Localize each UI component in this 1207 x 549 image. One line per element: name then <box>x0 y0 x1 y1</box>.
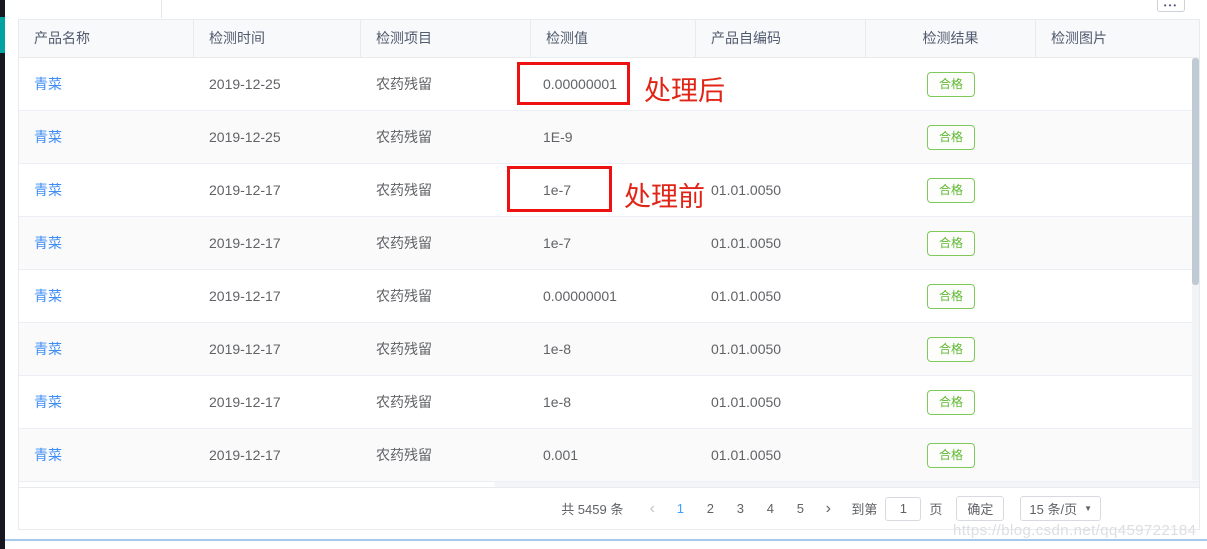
test-value-cell: 0.00000001 <box>543 76 617 92</box>
page-number-2[interactable]: 2 <box>706 500 714 516</box>
test-item-cell: 农药残留 <box>376 76 432 92</box>
table-row: 青菜 2019-12-17 农药残留 0.00000001 01.01.0050… <box>19 270 1199 323</box>
test-time-cell: 2019-12-17 <box>209 394 281 410</box>
page-number-1[interactable]: 1 <box>676 500 684 516</box>
page-size-value: 15 条/页 <box>1029 502 1078 517</box>
result-badge: 合格 <box>926 442 975 468</box>
header-test-result: 检测结果 <box>866 20 1036 57</box>
test-value-cell: 1e-8 <box>543 341 572 357</box>
result-badge: 合格 <box>926 230 975 256</box>
result-badge: 合格 <box>926 283 975 309</box>
page-number-4[interactable]: 4 <box>766 500 774 516</box>
table-scrollbar-thumb[interactable] <box>1192 58 1199 285</box>
product-code-cell: 01.01.0050 <box>711 394 782 410</box>
test-item-cell: 农药残留 <box>376 394 432 410</box>
test-item-cell: 农药残留 <box>376 235 432 251</box>
product-code-cell: 01.01.0050 <box>711 235 782 251</box>
product-name-link[interactable]: 青菜 <box>34 341 62 357</box>
watermark-text: https://blog.csdn.net/qq459722184 <box>953 522 1197 539</box>
header-test-item: 检测项目 <box>361 20 531 57</box>
result-badge: 合格 <box>926 71 975 97</box>
test-value-cell: 1e-7 <box>543 182 572 198</box>
test-time-cell: 2019-12-17 <box>209 235 281 251</box>
test-time-cell: 2019-12-25 <box>209 76 281 92</box>
table-row: 青菜 2019-12-25 农药残留 1E-9 合格 <box>19 111 1199 164</box>
product-name-link[interactable]: 青菜 <box>34 129 62 145</box>
test-time-cell: 2019-12-17 <box>209 182 281 198</box>
test-item-cell: 农药残留 <box>376 288 432 304</box>
test-value-cell: 1e-7 <box>543 235 572 251</box>
pagination-bar: 共 5459 条 ‹ 1 2 3 4 5 › 到第 页 确定 15 条/页 ▼ <box>19 488 1199 529</box>
test-time-cell: 2019-12-17 <box>209 288 281 304</box>
annotation-box-after <box>517 62 630 105</box>
goto-page-label: 到第 <box>851 502 878 517</box>
result-badge: 合格 <box>926 177 975 203</box>
header-product-name: 产品名称 <box>19 20 194 57</box>
total-count-label: 共 5459 条 <box>561 502 624 517</box>
ellipsis-icon: ••• <box>1163 1 1179 10</box>
table-scrollbar-track[interactable] <box>1192 58 1199 480</box>
teal-accent-segment <box>0 17 5 53</box>
annotation-label-before: 处理前 <box>624 182 705 212</box>
product-name-link[interactable]: 青菜 <box>34 235 62 251</box>
window-edge-strip <box>0 0 5 549</box>
bottom-edge-line <box>0 539 1207 541</box>
header-product-code: 产品自编码 <box>696 20 866 57</box>
test-value-cell: 0.001 <box>543 447 579 463</box>
product-name-link[interactable]: 青菜 <box>34 182 62 198</box>
test-item-cell: 农药残留 <box>376 129 432 145</box>
product-code-cell: 01.01.0050 <box>711 341 782 357</box>
test-time-cell: 2019-12-17 <box>209 447 281 463</box>
test-time-cell: 2019-12-17 <box>209 341 281 357</box>
annotation-label-after: 处理后 <box>644 76 725 106</box>
product-name-link[interactable]: 青菜 <box>34 76 62 92</box>
test-item-cell: 农药残留 <box>376 182 432 198</box>
page-number-5[interactable]: 5 <box>796 500 804 516</box>
product-code-cell: 01.01.0050 <box>711 182 782 198</box>
test-item-cell: 农药残留 <box>376 341 432 357</box>
test-value-cell: 1E-9 <box>543 129 573 145</box>
page-unit-label: 页 <box>929 502 943 517</box>
table-row: 青菜 2019-12-17 农药残留 1e-8 01.01.0050 合格 <box>19 323 1199 376</box>
toolbar-divider <box>161 0 162 18</box>
product-name-link[interactable]: 青菜 <box>34 394 62 410</box>
clipped-next-row <box>19 482 1199 488</box>
page-number-3[interactable]: 3 <box>736 500 744 516</box>
next-page-icon[interactable]: › <box>825 499 831 517</box>
product-name-link[interactable]: 青菜 <box>34 447 62 463</box>
product-code-cell: 01.01.0050 <box>711 447 782 463</box>
header-test-image: 检测图片 <box>1051 30 1107 46</box>
chevron-down-icon: ▼ <box>1084 504 1092 513</box>
test-item-cell: 农药残留 <box>376 447 432 463</box>
page-size-select[interactable]: 15 条/页 ▼ <box>1020 496 1101 521</box>
table-row: 青菜 2019-12-17 农药残留 1e-8 01.01.0050 合格 <box>19 376 1199 429</box>
header-test-time: 检测时间 <box>194 20 361 57</box>
confirm-button[interactable]: 确定 <box>956 496 1005 521</box>
annotation-box-before <box>507 166 612 212</box>
result-badge: 合格 <box>926 124 975 150</box>
prev-page-icon[interactable]: ‹ <box>649 499 655 517</box>
result-badge: 合格 <box>926 336 975 362</box>
table-row: 青菜 2019-12-17 农药残留 0.001 01.01.0050 合格 <box>19 429 1199 482</box>
more-options-button[interactable]: ••• <box>1157 0 1185 12</box>
table-row: 青菜 2019-12-17 农药残留 1e-7 01.01.0050 合格 <box>19 217 1199 270</box>
result-badge: 合格 <box>926 389 975 415</box>
product-code-cell: 01.01.0050 <box>711 288 782 304</box>
results-table: 产品名称 检测时间 检测项目 检测值 产品自编码 检测结果 检测图片 青菜 20… <box>18 19 1200 530</box>
test-value-cell: 0.00000001 <box>543 288 617 304</box>
goto-page-input[interactable] <box>885 496 922 521</box>
test-time-cell: 2019-12-25 <box>209 129 281 145</box>
table-header-row: 产品名称 检测时间 检测项目 检测值 产品自编码 检测结果 检测图片 <box>19 20 1199 58</box>
product-name-link[interactable]: 青菜 <box>34 288 62 304</box>
header-test-value: 检测值 <box>531 20 696 57</box>
test-value-cell: 1e-8 <box>543 394 572 410</box>
